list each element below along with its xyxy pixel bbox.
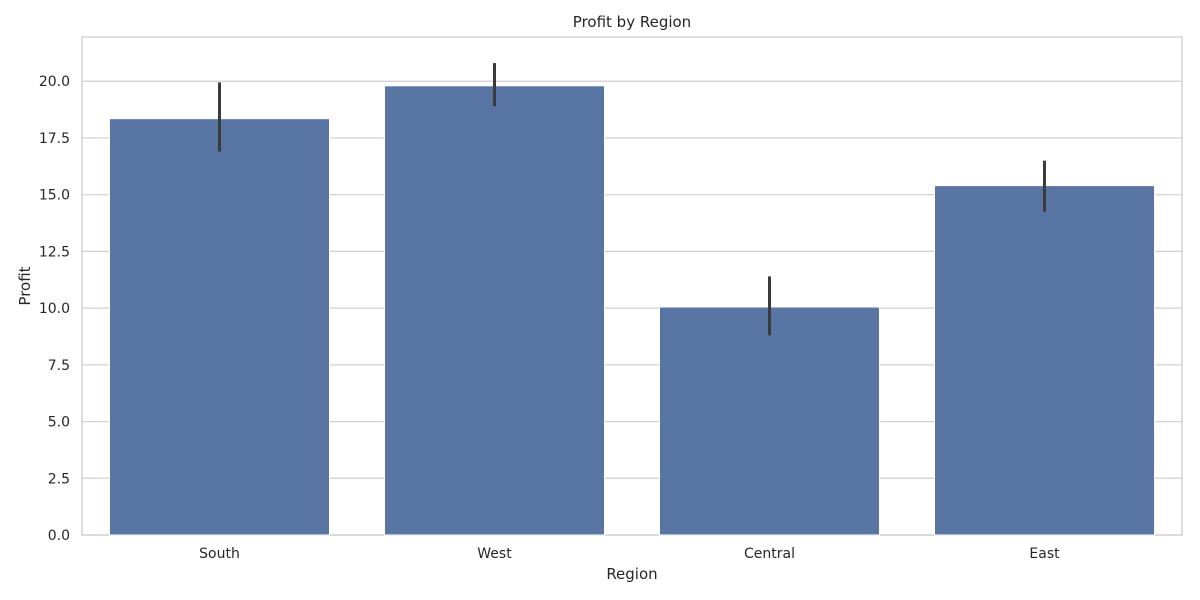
bar-west <box>384 85 605 536</box>
y-tick-labels: 0.0 2.5 5.0 7.5 10.0 12.5 15.0 17.5 20.0 <box>39 74 70 544</box>
y-tick-label: 10.0 <box>39 301 70 317</box>
y-tick-label: 12.5 <box>39 244 70 260</box>
x-tick-label: Central <box>744 546 795 562</box>
y-tick-label: 5.0 <box>48 415 70 431</box>
x-axis-label: Region <box>606 565 657 583</box>
bars <box>109 85 1155 536</box>
x-tick-label: East <box>1029 546 1060 562</box>
y-tick-label: 17.5 <box>39 131 70 147</box>
y-tick-label: 2.5 <box>48 471 70 487</box>
bar-central <box>659 306 880 536</box>
chart-title: Profit by Region <box>573 13 691 31</box>
y-axis-label: Profit <box>16 266 34 305</box>
y-tick-label: 15.0 <box>39 188 70 204</box>
bar-south <box>109 118 330 536</box>
x-tick-label: South <box>199 546 240 562</box>
y-tick-label: 7.5 <box>48 358 70 374</box>
x-tick-label: West <box>477 546 512 562</box>
error-bars <box>218 63 1046 336</box>
x-tick-labels: South West Central East <box>199 546 1060 562</box>
y-tick-label: 0.0 <box>48 528 70 544</box>
bar-east <box>934 185 1155 536</box>
y-tick-label: 20.0 <box>39 74 70 90</box>
